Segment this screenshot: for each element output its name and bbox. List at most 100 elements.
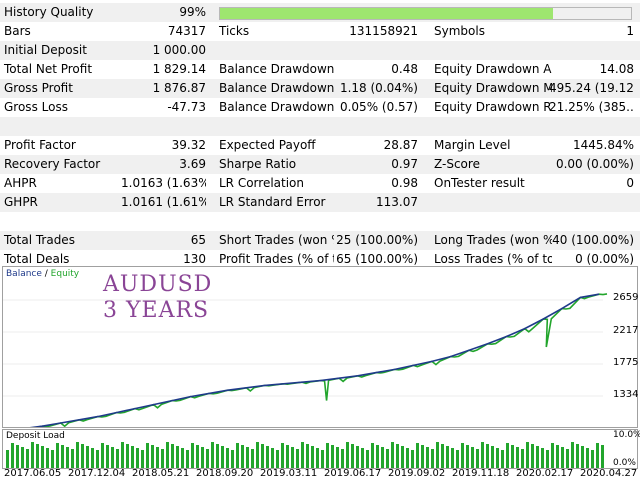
deposit-load-panel <box>2 429 638 469</box>
stat-label: Gross Loss <box>4 100 68 114</box>
stat-label: Initial Deposit <box>4 43 87 57</box>
deposit-load-bar <box>266 446 269 468</box>
stat-value: 131158921 <box>349 24 418 38</box>
deposit-load-bar <box>461 443 464 468</box>
stat-label: Short Trades (won %) <box>219 233 334 247</box>
deposit-load-bar <box>526 442 529 468</box>
deposit-load-bar <box>56 443 59 468</box>
deposit-load-title: Deposit Load <box>6 431 65 441</box>
stat-value: 0.05% (0.57) <box>339 100 418 114</box>
stat-value: 113.07 <box>376 195 418 209</box>
x-tick: 2020.04.27 <box>580 468 638 479</box>
stats-row: Total Deals 130 Profit Trades (% of t...65… <box>0 250 640 269</box>
stat-value: 65 (100.00%) <box>336 252 418 266</box>
deposit-load-bar <box>486 444 489 468</box>
chart-legend: Balance / Equity <box>6 269 79 279</box>
balance-equity-chart <box>2 266 638 428</box>
stat-value: 74317 <box>167 24 206 38</box>
stat-value: 1 876.87 <box>152 81 206 95</box>
stat-value: 3.69 <box>179 157 206 171</box>
deposit-load-bar <box>536 446 539 468</box>
stats-row <box>0 117 640 136</box>
deposit-load-bar <box>51 450 54 468</box>
deposit-load-bar <box>256 442 259 468</box>
deposit-load-bar <box>156 447 159 468</box>
deposit-load-bar <box>501 450 504 468</box>
stat-label: Sharpe Ratio <box>219 157 297 171</box>
deposit-load-bar <box>186 450 189 468</box>
deposit-load-bar <box>321 450 324 468</box>
stat-label: Equity Drawdown M... <box>434 81 552 95</box>
deposit-load-bar <box>26 449 29 468</box>
stats-row: Gross Loss -47.73 Balance Drawdown ... 0.05… <box>0 98 640 117</box>
stat-value: 1 000.00 <box>152 43 206 57</box>
stats-row: Bars 74317 Ticks 131158921 Symbols 1 <box>0 22 640 41</box>
stat-value: 0.98 <box>391 176 418 190</box>
deposit-load-bar <box>246 447 249 468</box>
deposit-load-bar <box>201 447 204 468</box>
stats-row: Total Trades 65 Short Trades (won %)25 (10… <box>0 231 640 250</box>
stat-label: Profit Factor <box>4 138 76 152</box>
deposit-load-bar <box>16 445 19 468</box>
deposit-load-bar <box>306 444 309 468</box>
x-tick: 2018.05.21 <box>132 468 190 479</box>
stat-label: Gross Profit <box>4 81 73 95</box>
stat-label: Expected Payoff <box>219 138 316 152</box>
stat-label: Margin Level <box>434 138 511 152</box>
deposit-load-bar <box>261 444 264 468</box>
deposit-load-bar <box>351 444 354 468</box>
deposit-load-bar <box>416 443 419 468</box>
deposit-load-bar <box>41 446 44 468</box>
stats-row: Total Net Profit 1 829.14 Balance Drawdown… <box>0 60 640 79</box>
x-tick: 2019.03.11 <box>260 468 318 479</box>
deposit-load-bar <box>576 444 579 468</box>
stats-row: Profit Factor 39.32 Expected Payoff 28.87 Ma… <box>0 136 640 155</box>
x-tick: 2019.09.02 <box>388 468 446 479</box>
deposit-load-bar <box>426 447 429 468</box>
x-tick: 2020.02.17 <box>516 468 574 479</box>
x-tick: 2019.11.18 <box>452 468 510 479</box>
deposit-load-bar <box>476 449 479 468</box>
stat-label: LR Correlation <box>219 176 305 190</box>
deposit-load-bar <box>241 445 244 468</box>
deposit-load-bar <box>291 447 294 468</box>
stats-row: AHPR 1.0163 (1.63%) LR Correlation 0.98 OnTe… <box>0 174 640 193</box>
deposit-load-bar <box>436 442 439 468</box>
deposit-load-bar <box>406 448 409 468</box>
deposit-load-bar <box>66 447 69 468</box>
deposit-load-bar <box>506 443 509 468</box>
deposit-load-bar <box>511 445 514 468</box>
deposit-load-bar <box>361 448 364 468</box>
stat-label: Recovery Factor <box>4 157 101 171</box>
stat-value: 0.48 <box>391 62 418 76</box>
deposit-load-bar <box>171 444 174 468</box>
stat-label: Symbols <box>434 24 485 38</box>
deposit-load-bars <box>6 442 604 468</box>
deposit-load-bar <box>331 445 334 468</box>
stats-row: History Quality 99% <box>0 3 640 22</box>
deposit-load-bar <box>181 448 184 468</box>
y-tick: 1334 <box>613 389 639 400</box>
stats-row: GHPR 1.0161 (1.61%) LR Standard Error 113.0… <box>0 193 640 212</box>
deposit-load-bar <box>131 446 134 468</box>
stat-label: Equity Drawdown R... <box>434 100 552 114</box>
deposit-load-bar <box>286 445 289 468</box>
deposit-load-bar <box>111 447 114 468</box>
deposit-load-bar <box>386 449 389 468</box>
deposit-load-bar <box>226 448 229 468</box>
deposit-load-bar <box>561 447 564 468</box>
deposit-load-bar <box>516 447 519 468</box>
stat-label: Total Trades <box>4 233 75 247</box>
deposit-load-bar <box>581 446 584 468</box>
deposit-load-bar <box>446 446 449 468</box>
deposit-load-bar <box>496 448 499 468</box>
x-tick: 2018.09.20 <box>196 468 254 479</box>
deposit-load-bar <box>451 448 454 468</box>
history-quality-fill <box>220 8 553 19</box>
deposit-load-bar <box>86 446 89 468</box>
deposit-load-bar <box>366 450 369 468</box>
stat-label: Balance Drawdown ... <box>219 81 334 95</box>
deposit-load-bar <box>491 446 494 468</box>
deposit-load-bar <box>106 445 109 468</box>
deposit-load-bar <box>591 450 594 468</box>
